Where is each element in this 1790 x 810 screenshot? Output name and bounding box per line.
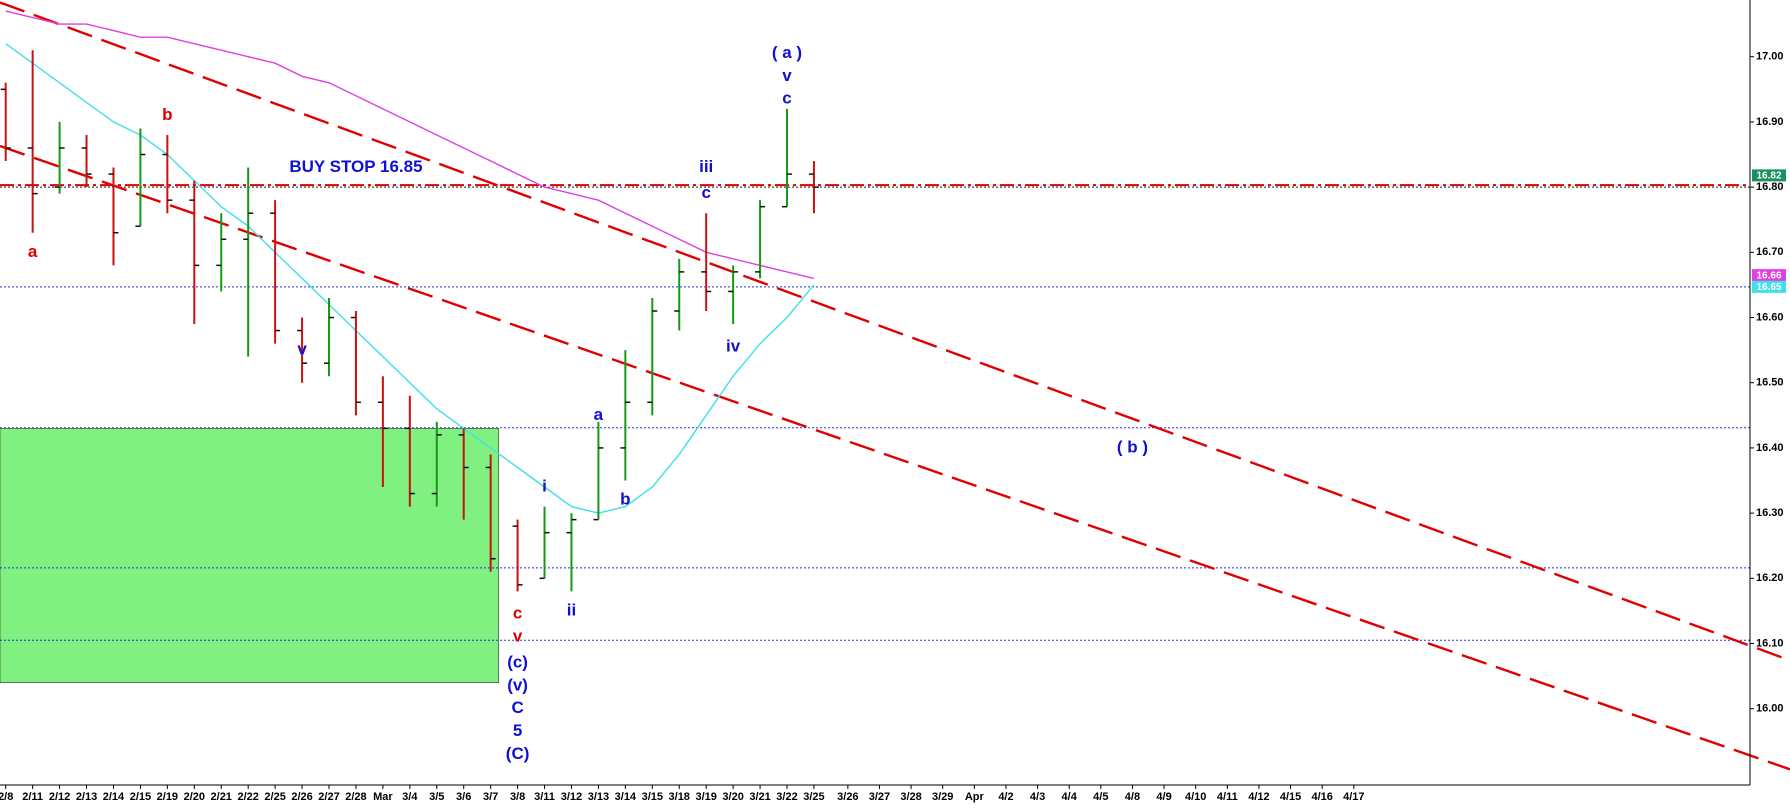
x-tick-label: 3/28: [900, 791, 921, 803]
x-tick-label: 2/25: [264, 791, 285, 803]
wave-label: BUY STOP 16.85: [289, 157, 422, 176]
price-badge: [1752, 280, 1786, 293]
x-tick-label: 3/7: [483, 791, 498, 803]
x-tick-label: 2/20: [184, 791, 205, 803]
y-tick-label: 16.60: [1756, 311, 1784, 323]
x-tick-label: 4/15: [1280, 791, 1301, 803]
x-tick-label: 3/4: [402, 791, 418, 803]
x-tick-label: 4/17: [1343, 791, 1364, 803]
x-tick-label: 2/19: [157, 791, 178, 803]
price-badge-label: 16.65: [1756, 282, 1781, 293]
wave-label: (c): [507, 653, 528, 672]
y-tick-label: 17.00: [1756, 51, 1784, 63]
x-tick-label: 2/26: [291, 791, 312, 803]
x-tick-label: 2/13: [76, 791, 97, 803]
x-tick-label: 2/15: [130, 791, 151, 803]
x-tick-label: 3/25: [803, 791, 824, 803]
x-tick-label: 4/12: [1248, 791, 1269, 803]
x-tick-label: 3/11: [534, 791, 555, 803]
wave-label: (v): [507, 675, 528, 694]
x-tick-label: Apr: [965, 791, 985, 803]
wave-label: iv: [726, 336, 741, 355]
x-tick-label: 4/10: [1185, 791, 1206, 803]
x-tick-label: 3/18: [669, 791, 690, 803]
y-tick-label: 16.90: [1756, 116, 1784, 128]
x-tick-label: 3/19: [695, 791, 716, 803]
x-tick-label: 3/15: [642, 791, 663, 803]
x-tick-label: 2/14: [103, 791, 125, 803]
x-tick-label: 3/20: [722, 791, 743, 803]
x-tick-label: 4/9: [1156, 791, 1171, 803]
wave-label: b: [620, 490, 630, 509]
x-tick-label: 3/13: [588, 791, 609, 803]
line-layer: [0, 1, 1790, 771]
x-tick-label: 2/27: [318, 791, 339, 803]
x-tick-label: 2/11: [22, 791, 43, 803]
wave-label: v: [782, 66, 792, 85]
moving-average: [5, 10, 815, 280]
wave-label: a: [594, 405, 604, 424]
x-tick-label: 3/6: [456, 791, 471, 803]
y-tick-label: 16.50: [1756, 377, 1784, 389]
x-tick-label: 4/2: [998, 791, 1013, 803]
x-tick-label: 4/4: [1062, 791, 1078, 803]
zone: [0, 428, 499, 683]
trend-line: [0, 144, 1790, 771]
y-tick-label: 16.40: [1756, 442, 1784, 454]
wave-label: v: [513, 626, 523, 645]
wave-label: a: [28, 242, 38, 261]
x-tick-label: Mar: [373, 791, 393, 803]
wave-label: C: [511, 698, 523, 717]
x-tick-label: 3/26: [837, 791, 858, 803]
y-tick-label: 16.20: [1756, 572, 1784, 584]
x-tick-label: 3/5: [429, 791, 444, 803]
y-tick-label: 16.70: [1756, 246, 1784, 258]
wave-label: 5: [513, 721, 522, 740]
y-tick-label: 16.00: [1756, 703, 1784, 715]
wave-label: v: [297, 340, 307, 359]
x-tick-label: 4/11: [1217, 791, 1238, 803]
x-tick-label: 4/5: [1093, 791, 1108, 803]
zone-layer: [0, 428, 499, 683]
x-tick-label: 3/21: [749, 791, 770, 803]
x-tick-label: 2/21: [211, 791, 232, 803]
x-tick-label: 3/27: [869, 791, 890, 803]
x-tick-label: 3/22: [776, 791, 797, 803]
wave-label: (C): [506, 744, 530, 763]
x-tick-label: 2/12: [49, 791, 70, 803]
y-tick-label: 16.30: [1756, 507, 1784, 519]
x-tick-label: 3/29: [932, 791, 953, 803]
wave-label: c: [513, 604, 522, 623]
x-tick-label: 4/8: [1125, 791, 1140, 803]
x-tick-label: 4/16: [1311, 791, 1332, 803]
price-badge-label: 16.82: [1756, 171, 1781, 182]
text-layer: 16.00 16.10 16.20 16.30 16.40 16.50 16.60 16.70…: [0, 43, 1786, 803]
wave-label: ii: [567, 600, 576, 619]
wave-label: ( b ): [1117, 437, 1148, 456]
wave-label: c: [701, 183, 710, 202]
x-tick-label: 3/14: [615, 791, 637, 803]
wave-label: b: [162, 105, 172, 124]
y-tick-label: 16.10: [1756, 637, 1784, 649]
price-badge: [1752, 269, 1786, 282]
price-badge-label: 16.66: [1756, 270, 1781, 281]
x-tick-label: 4/3: [1030, 791, 1045, 803]
trend-line: [0, 1, 1790, 662]
x-tick-label: 3/12: [561, 791, 582, 803]
wave-label: ( a ): [772, 43, 802, 62]
bar-layer: [0, 50, 819, 592]
price-badge: [1752, 169, 1786, 182]
x-tick-label: 3/8: [510, 791, 525, 803]
x-tick-label: 2/22: [237, 791, 258, 803]
x-tick-label: 2/28: [345, 791, 366, 803]
x-tick-label: 2/8: [0, 791, 13, 803]
wave-label: i: [542, 477, 547, 496]
y-tick-label: 16.80: [1756, 181, 1784, 193]
wave-label: iii: [699, 157, 713, 176]
wave-label: c: [782, 89, 791, 108]
